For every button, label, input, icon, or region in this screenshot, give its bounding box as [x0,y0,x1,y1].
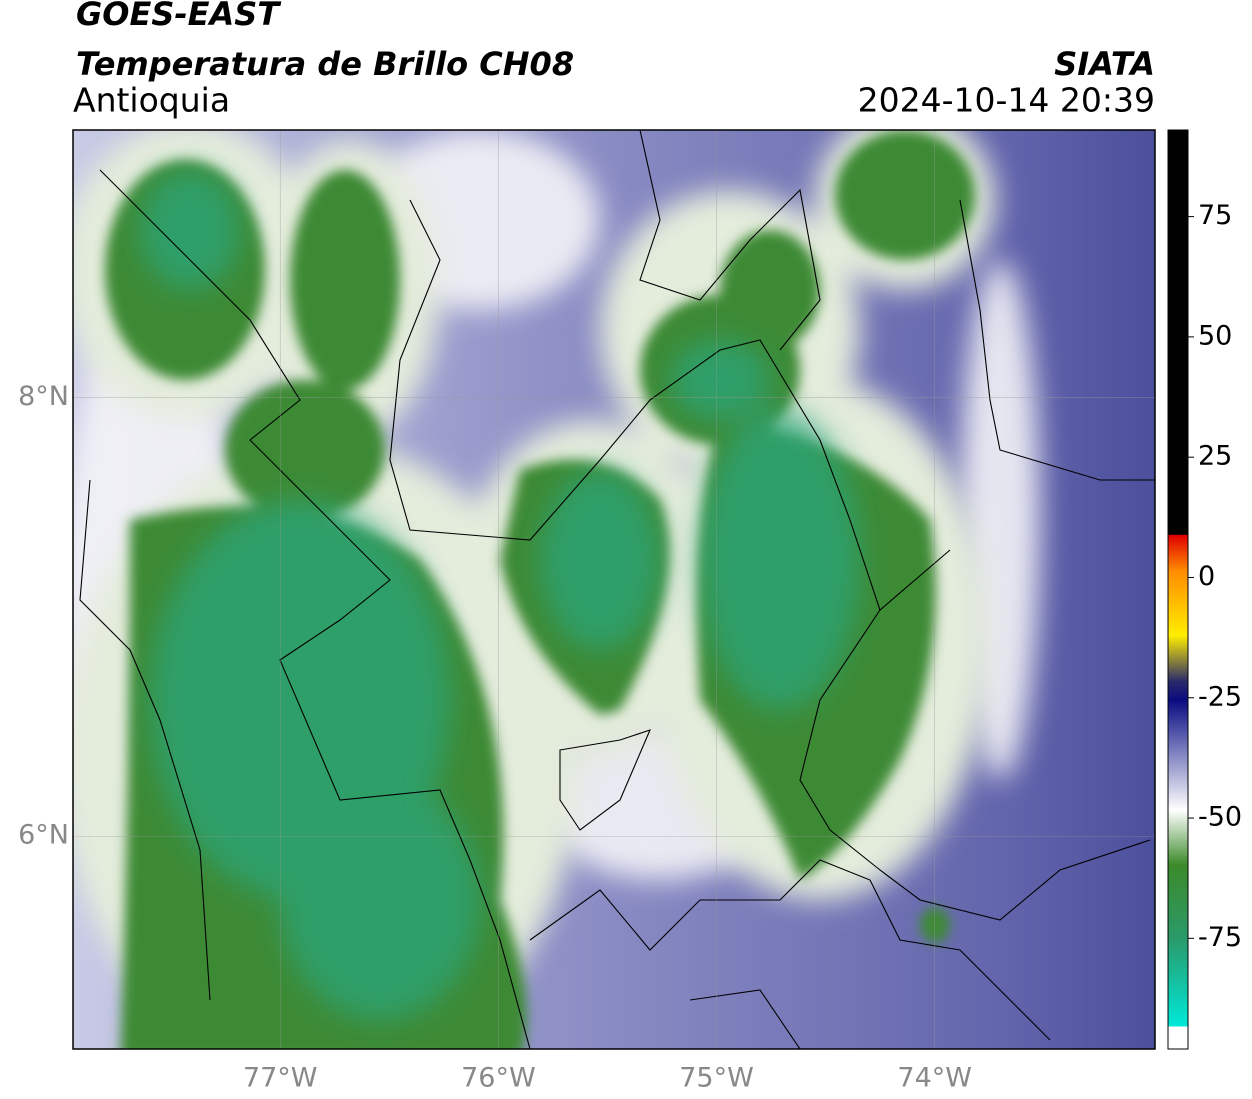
x-tick-label: 75°W [679,1063,754,1094]
colorbar-tick-label: -75 [1198,922,1242,953]
colorbar-tick-label: 0 [1198,561,1215,592]
y-tick-label: 8°N [18,381,69,412]
colorbar-tick-label: -50 [1198,802,1242,833]
x-tick-label: 76°W [461,1063,536,1094]
source: SIATA [1054,45,1155,83]
colorbar-tick-label: 75 [1198,200,1232,231]
map-frame [72,129,1156,1050]
datetime: 2024-10-14 20:39 [858,81,1155,120]
title: GOES-EAST [76,0,281,33]
satellite-image [73,130,1155,1049]
region: Antioquia [73,81,230,120]
subtitle: Temperatura de Brillo CH08 [76,45,574,83]
colorbar-tick-label: 50 [1198,320,1232,351]
borders [79,130,1155,1049]
colorbar-tick-label: -25 [1198,681,1242,712]
x-tick-label: 77°W [243,1063,318,1094]
x-tick-label: 74°W [897,1063,972,1094]
colorbar [1167,129,1189,1050]
y-tick-label: 6°N [18,820,69,851]
colorbar-tick-label: 25 [1198,441,1232,472]
